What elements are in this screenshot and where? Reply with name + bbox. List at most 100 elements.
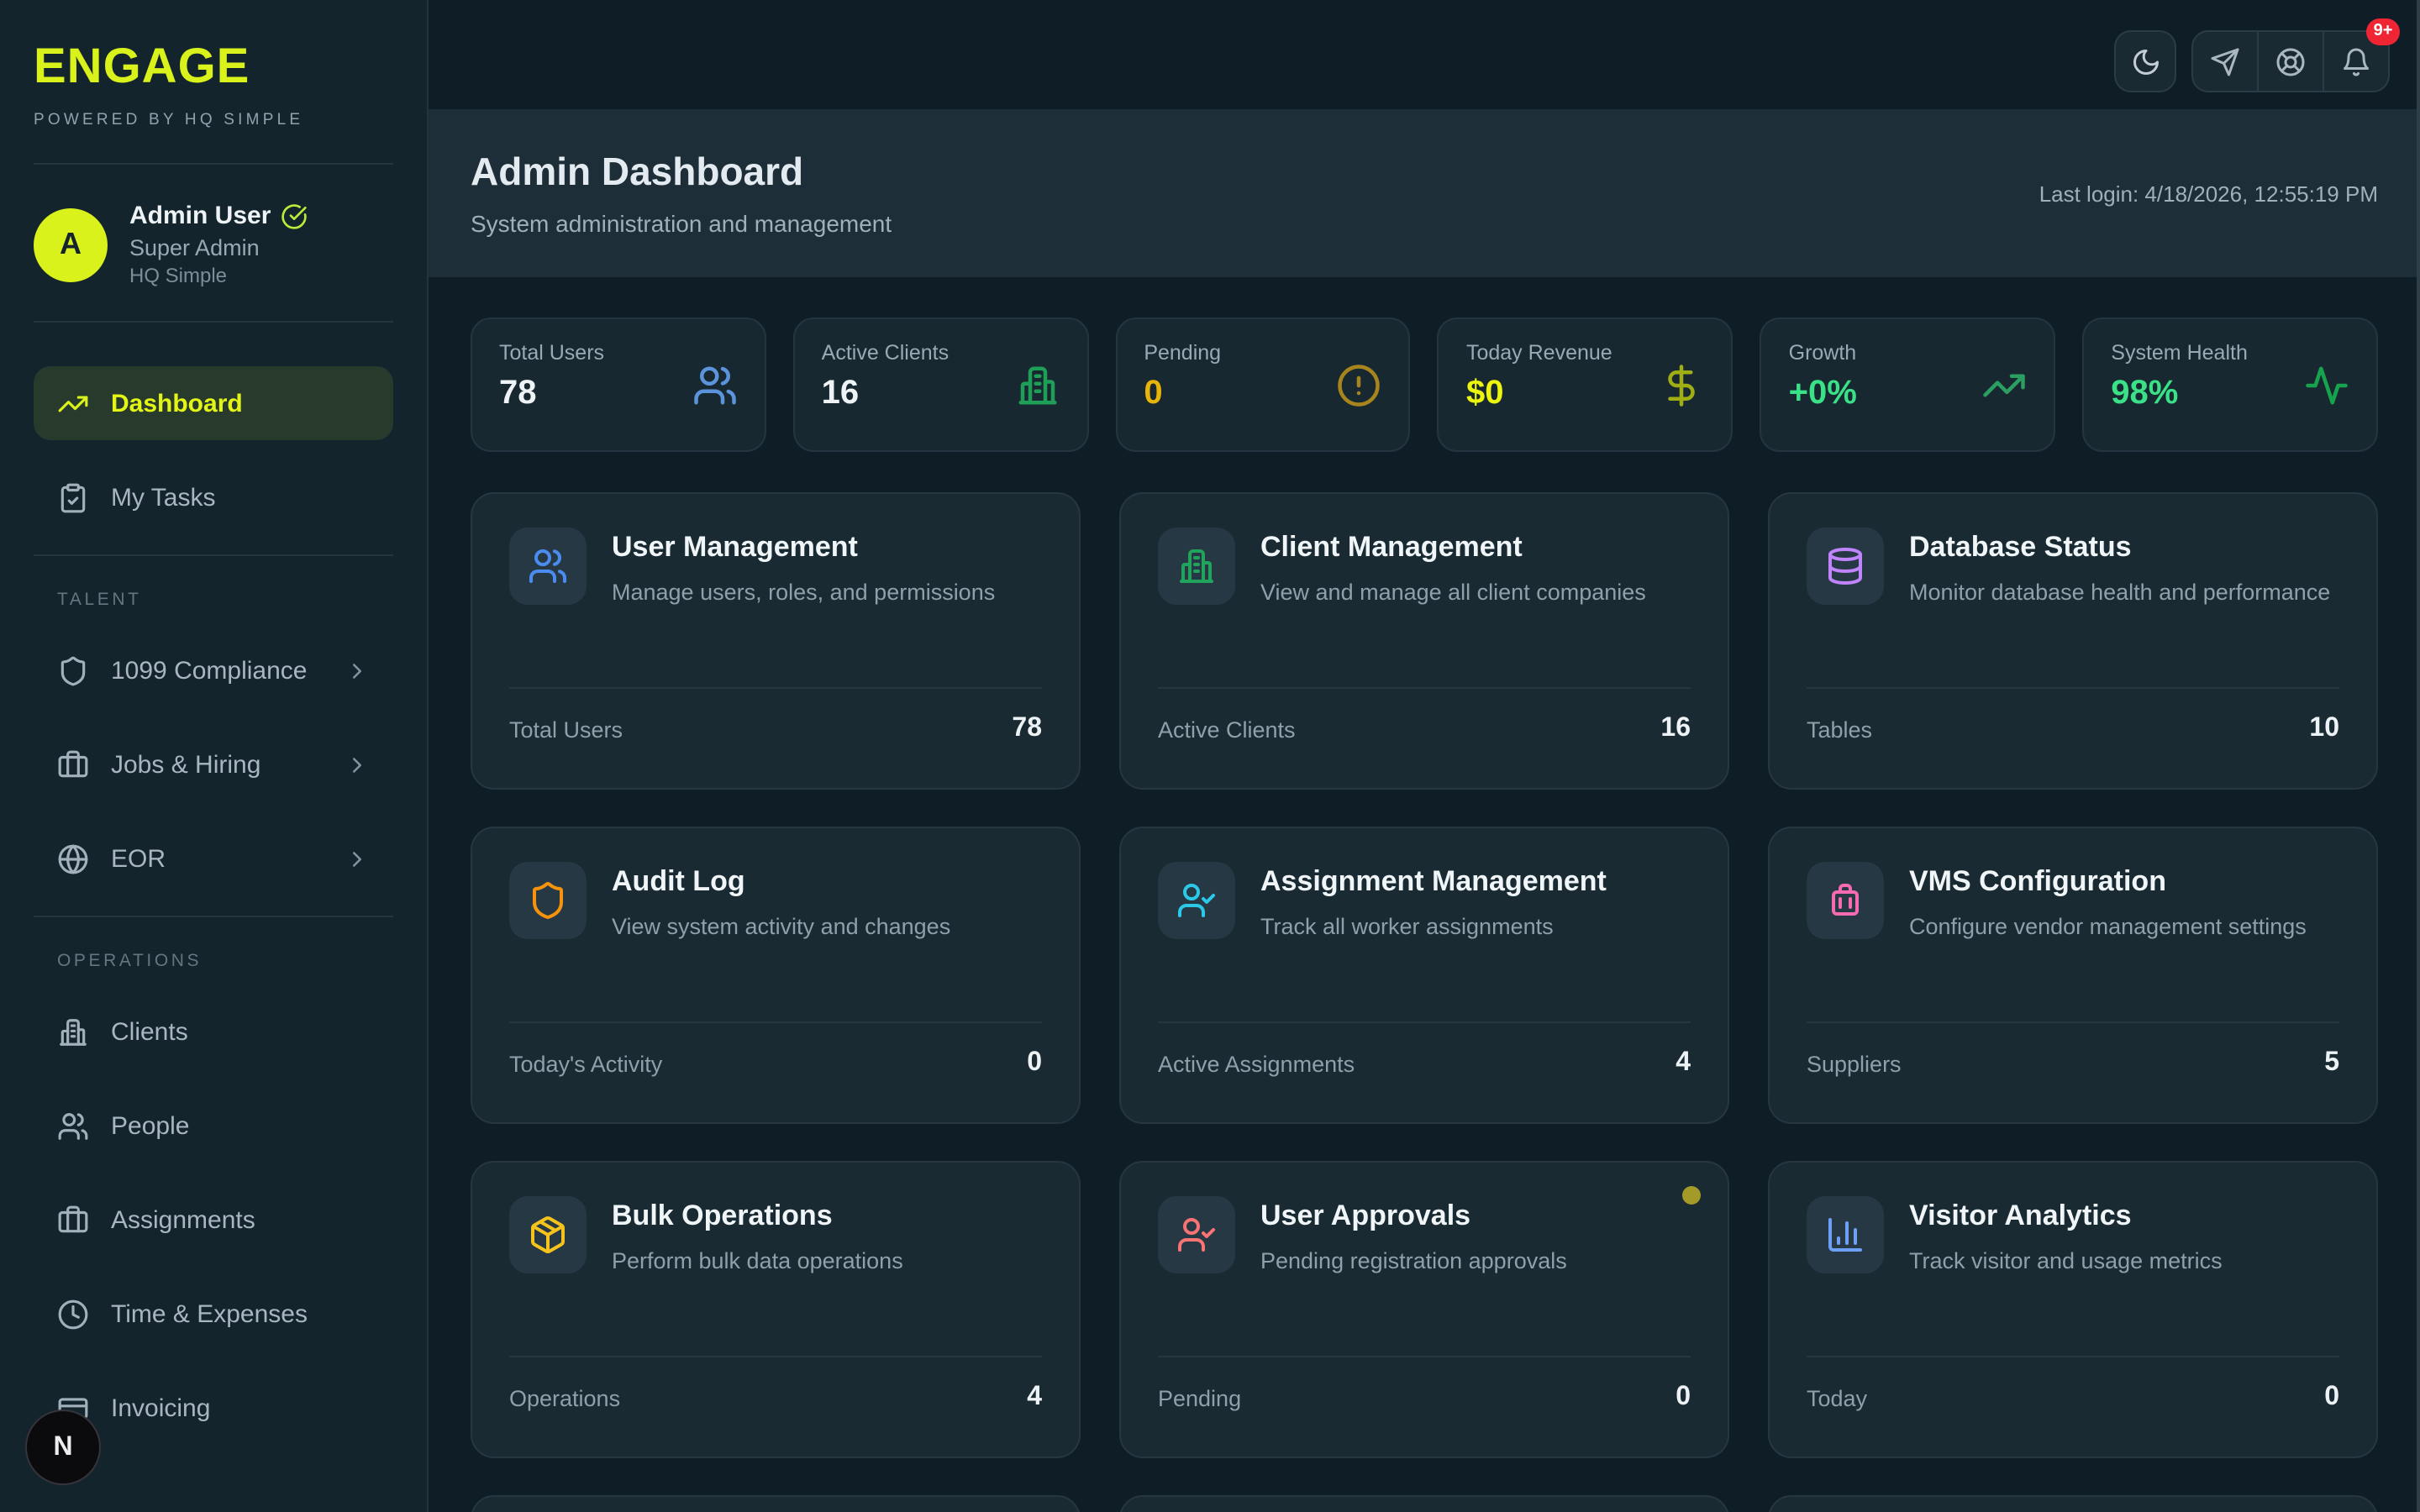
card-title: User Approvals [1260, 1200, 1471, 1231]
scrollbar-track[interactable] [2417, 0, 2420, 1512]
main-area: 9+ Admin Dashboard System administration… [429, 0, 2420, 1512]
sidebar-item-my-tasks[interactable]: My Tasks [34, 460, 393, 534]
chevron-right-icon [345, 752, 370, 777]
card-bulk-operations[interactable]: Bulk Operations Perform bulk data operati… [471, 1161, 1081, 1458]
card-vms-configuration[interactable]: VMS Configuration Configure vendor manage… [1768, 827, 2378, 1124]
card-client-management[interactable]: Client Management View and manage all cli… [1119, 492, 1729, 790]
card-titles: Audit Log View system activity and change… [612, 862, 950, 945]
moon-button[interactable] [2114, 30, 2176, 92]
card-footer: Operations 4 [509, 1356, 1042, 1413]
card-description: Track all worker assignments [1260, 914, 1554, 939]
stat-label: Growth [1788, 341, 1857, 365]
card-assignment-management[interactable]: Assignment Management Track all worker as… [1119, 827, 1729, 1124]
nav-section-label: OPERATIONS [57, 951, 203, 971]
dev-badge[interactable]: N [25, 1410, 101, 1485]
topbar-button-group: 9+ [2191, 18, 2400, 92]
sidebar-item-dashboard[interactable]: Dashboard [34, 366, 393, 440]
user-check-icon [1158, 862, 1235, 939]
bell-button[interactable]: 9+ [2323, 18, 2400, 91]
send-icon [2210, 46, 2240, 76]
avatar: A [34, 207, 108, 281]
life-buoy-button[interactable] [2257, 32, 2323, 91]
send-button[interactable] [2193, 32, 2257, 91]
user-check-icon [1158, 1196, 1235, 1273]
stat-label: System Health [2111, 341, 2248, 365]
stat-card-growth: Growth +0% [1760, 318, 2056, 452]
card-metric-label: Tables [1807, 717, 1873, 742]
sidebar-item-label: Time & Expenses [111, 1299, 308, 1328]
sidebar-item-eor[interactable]: EOR [34, 822, 393, 895]
card-metric-value: 0 [1027, 1048, 1042, 1077]
sidebar-item-label: Jobs & Hiring [111, 750, 261, 779]
card-footer: Total Users 78 [509, 687, 1042, 744]
card-user-approvals[interactable]: User Approvals Pending registration appro… [1119, 1161, 1729, 1458]
badge-check-icon [281, 202, 308, 229]
top-bar: 9+ [429, 0, 2420, 109]
moon-icon [2130, 46, 2160, 76]
card-description: Pending registration approvals [1260, 1248, 1567, 1273]
card-description: Perform bulk data operations [612, 1248, 903, 1273]
dollar-sign-icon [1660, 363, 1705, 408]
card-title: Client Management [1260, 531, 1523, 563]
card-metric-value: 16 [1660, 714, 1691, 743]
card-titles: Bulk Operations Perform bulk data operati… [612, 1196, 903, 1279]
user-info: Admin User Super Admin HQ Simple [129, 202, 308, 287]
shield-icon [57, 654, 89, 686]
sidebar-item-people[interactable]: People [34, 1089, 393, 1163]
user-role: Super Admin [129, 235, 260, 260]
stat-label: Active Clients [821, 341, 950, 365]
card-titles: User Management Manage users, roles, and … [612, 528, 995, 611]
sidebar-item-invoicing[interactable]: Invoicing [34, 1371, 393, 1445]
user-profile[interactable]: A Admin User Super Admin HQ Simple [34, 202, 393, 287]
users-icon [692, 363, 738, 408]
building-icon [1014, 363, 1060, 408]
card-partial[interactable] [1119, 1495, 1729, 1512]
card-title: Database Status [1909, 531, 2132, 563]
sidebar-item-assignments[interactable]: Assignments [34, 1183, 393, 1257]
card-head: VMS Configuration Configure vendor manage… [1807, 862, 2339, 945]
card-title: Visitor Analytics [1909, 1200, 2132, 1231]
card-head: Bulk Operations Perform bulk data operati… [509, 1196, 1042, 1279]
users-icon [509, 528, 587, 605]
life-buoy-icon [2275, 46, 2306, 76]
clock-icon [57, 1298, 89, 1330]
card-titles: User Approvals Pending registration appro… [1260, 1196, 1567, 1279]
card-footer: Suppliers 5 [1807, 1021, 2339, 1079]
user-name: Admin User [129, 202, 271, 230]
sidebar-item-jobs-hiring[interactable]: Jobs & Hiring [34, 727, 393, 801]
sidebar-item-clients[interactable]: Clients [34, 995, 393, 1068]
card-partial[interactable] [471, 1495, 1081, 1512]
sidebar-item-label: Assignments [111, 1205, 255, 1234]
page-subtitle: System administration and management [471, 210, 892, 237]
sidebar-item-1099-compliance[interactable]: 1099 Compliance [34, 633, 393, 707]
brand-tagline: POWERED BY HQ SIMPLE [34, 111, 304, 129]
card-title: User Management [612, 531, 858, 563]
users-icon [57, 1110, 89, 1142]
card-audit-log[interactable]: Audit Log View system activity and change… [471, 827, 1081, 1124]
card-description: Monitor database health and performance [1909, 580, 2331, 605]
sidebar-item-time-expenses[interactable]: Time & Expenses [34, 1277, 393, 1351]
card-visitor-analytics[interactable]: Visitor Analytics Track visitor and usage… [1768, 1161, 2378, 1458]
card-titles: VMS Configuration Configure vendor manage… [1909, 862, 2307, 945]
card-title: Assignment Management [1260, 865, 1607, 897]
card-metric-value: 0 [1676, 1383, 1691, 1411]
sidebar: ENGAGE POWERED BY HQ SIMPLE A Admin User… [0, 0, 429, 1512]
card-partial[interactable] [1768, 1495, 2378, 1512]
sidebar-item-label: Dashboard [111, 389, 243, 417]
user-org: HQ Simple [129, 264, 228, 287]
card-head: Database Status Monitor database health a… [1807, 528, 2339, 611]
card-metric-value: 10 [2309, 714, 2339, 743]
card-user-management[interactable]: User Management Manage users, roles, and … [471, 492, 1081, 790]
card-database-status[interactable]: Database Status Monitor database health a… [1768, 492, 2378, 790]
card-metric-label: Today's Activity [509, 1051, 663, 1076]
page-title: Admin Dashboard [471, 150, 804, 193]
clipboard-check-icon [57, 481, 89, 513]
card-title: Bulk Operations [612, 1200, 833, 1231]
stat-card-total-users: Total Users 78 [471, 318, 766, 452]
card-metric-label: Suppliers [1807, 1051, 1902, 1076]
card-footer: Today 0 [1807, 1356, 2339, 1413]
package-icon [509, 1196, 587, 1273]
card-metric-value: 78 [1012, 714, 1042, 743]
card-metric-value: 0 [2324, 1383, 2339, 1411]
divider [34, 163, 393, 165]
